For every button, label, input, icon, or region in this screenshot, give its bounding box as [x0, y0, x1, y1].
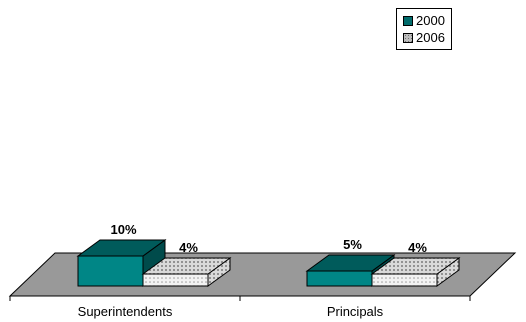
bar-2006-superintendents: [141, 257, 232, 287]
data-label-2006-principals: 4%: [408, 240, 427, 255]
x-tick-label-principals: Principals: [327, 304, 384, 319]
bar-2000-superintendents: [76, 239, 167, 287]
bar-front: [142, 273, 209, 287]
legend: 2000 2006: [396, 8, 452, 50]
legend-swatch-2000: [403, 15, 413, 26]
legend-swatch-2006: [403, 32, 413, 43]
data-label-2006-superintendents: 4%: [179, 240, 198, 255]
legend-label-2000: 2000: [416, 13, 445, 28]
bar-front: [306, 270, 373, 287]
legend-label-2006: 2006: [416, 30, 445, 45]
bar-front: [77, 255, 144, 287]
bar-front: [371, 273, 438, 287]
data-label-2000-principals: 5%: [343, 237, 362, 252]
data-label-2000-superintendents: 10%: [110, 222, 136, 237]
legend-entry-2006: 2006: [403, 29, 445, 46]
bar-2006-principals: [370, 257, 461, 287]
x-tick-label-superintendents: Superintendents: [78, 304, 173, 319]
legend-entry-2000: 2000: [403, 12, 445, 29]
